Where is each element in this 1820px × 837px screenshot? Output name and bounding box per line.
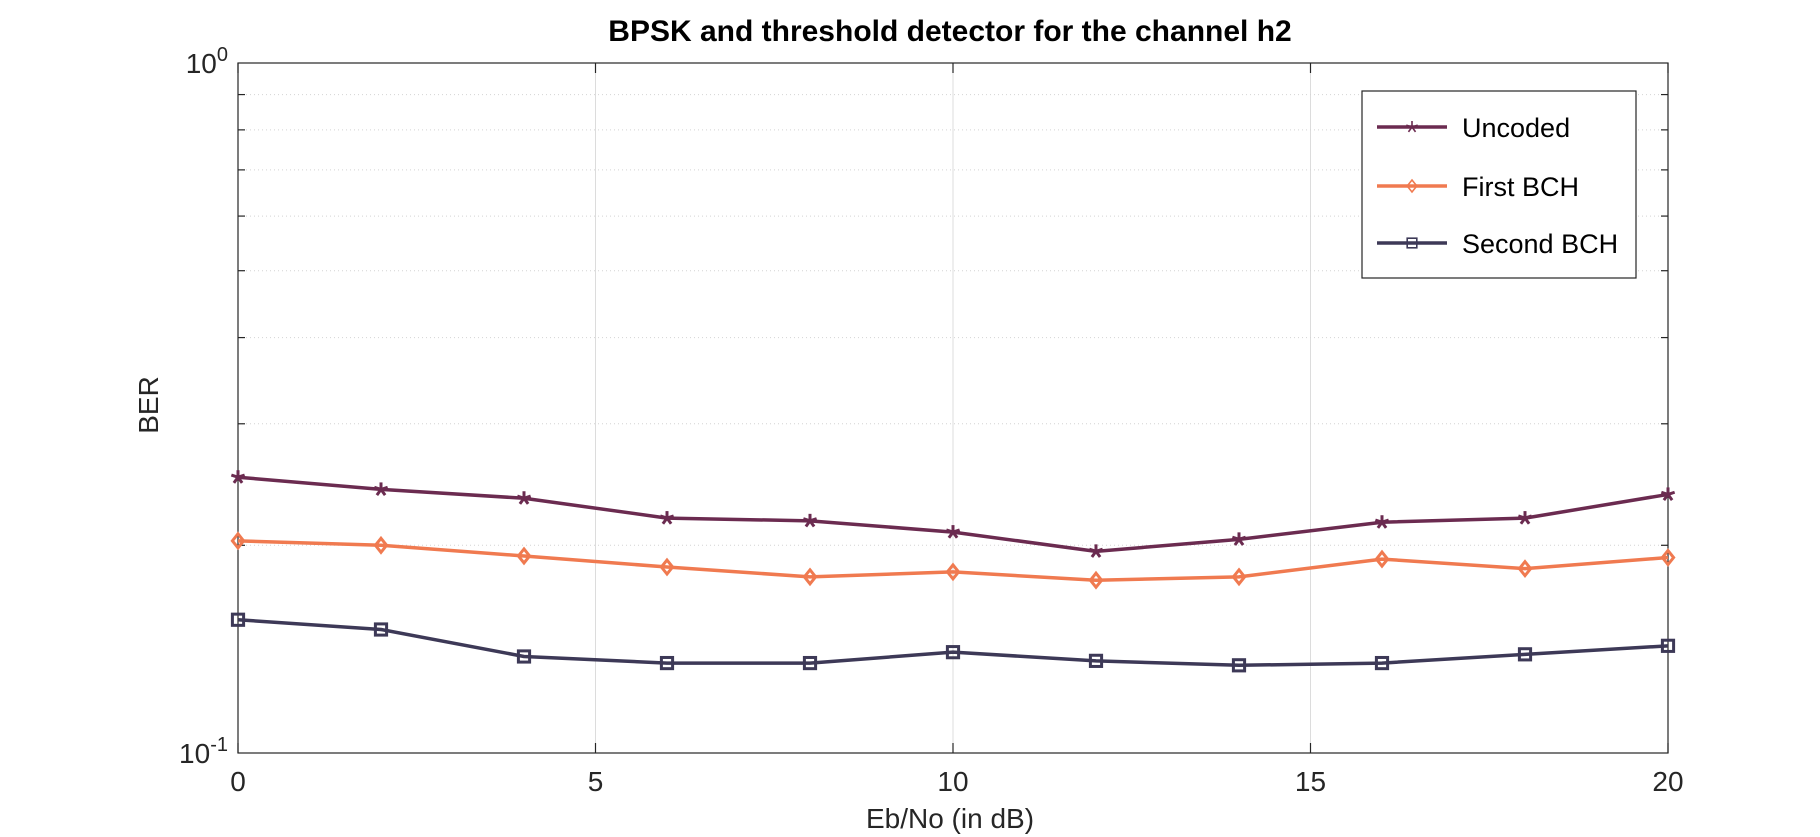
series-first-bch: [230, 531, 1676, 590]
legend-label: First BCH: [1462, 172, 1579, 202]
star-marker: [802, 513, 818, 528]
star-marker-ray: [1411, 124, 1418, 128]
star-marker: [373, 482, 389, 496]
star-marker: [945, 525, 961, 539]
star-marker-ray: [802, 517, 811, 523]
series-uncoded: [230, 470, 1676, 558]
square-marker: [230, 612, 246, 627]
diamond-marker: [1088, 570, 1104, 590]
diamond-marker: [945, 562, 961, 582]
star-marker-ray: [1407, 126, 1413, 133]
diamond-marker: [1231, 567, 1247, 587]
diamond-marker: [1660, 548, 1676, 567]
x-axis-label: Eb/No (in dB): [866, 803, 1034, 834]
axes: 0 5 10 15 20 100 10-1: [179, 44, 1684, 797]
square-marker: [516, 649, 532, 664]
x-tick-label: 10: [937, 766, 968, 797]
diamond-marker: [516, 546, 532, 566]
star-marker-ray: [1088, 547, 1097, 553]
diamond-marker: [230, 531, 246, 551]
series-line: [237, 539, 1669, 582]
legend-item: Uncoded: [1377, 113, 1570, 143]
diamond-marker: [1374, 549, 1390, 569]
star-marker: [1231, 532, 1247, 546]
star-marker: [230, 470, 246, 484]
square-marker: [1406, 237, 1418, 249]
x-tick-label: 20: [1652, 766, 1683, 797]
legend-label: Second BCH: [1462, 229, 1618, 259]
star-marker-ray: [516, 494, 525, 500]
square-marker: [945, 645, 961, 660]
chart-title: BPSK and threshold detector for the chan…: [608, 15, 1291, 48]
square-marker: [373, 622, 389, 637]
square-marker: [1231, 658, 1247, 673]
series: [230, 470, 1676, 673]
star-marker-ray: [1231, 535, 1240, 541]
square-marker: [802, 655, 818, 671]
star-marker-ray: [1406, 124, 1413, 128]
star-marker-ray: [1517, 514, 1526, 520]
x-tick-label: 0: [230, 766, 246, 797]
star-marker-ray: [1411, 126, 1417, 133]
x-tick-label: 15: [1295, 766, 1326, 797]
square-marker: [659, 655, 675, 671]
series-line: [237, 617, 1669, 668]
diamond-marker: [1517, 559, 1533, 579]
square-marker: [1088, 653, 1104, 668]
star-marker-ray: [1374, 518, 1383, 524]
x-tick-label: 5: [588, 766, 604, 797]
star-marker-ray: [659, 514, 668, 520]
star-marker: [1374, 515, 1390, 529]
y-tick-label: 10-1: [179, 734, 228, 769]
square-marker: [1660, 638, 1676, 653]
legend-item: Second BCH: [1377, 229, 1618, 259]
diamond-marker: [659, 557, 675, 577]
square-marker: [1374, 655, 1390, 671]
star-marker-ray: [1660, 490, 1669, 496]
star-marker-ray: [945, 528, 954, 534]
star-marker: [659, 511, 675, 525]
square-marker: [1517, 647, 1533, 662]
diamond-marker: [1406, 178, 1418, 194]
legend: Uncoded First BCH Second BCH: [1361, 90, 1637, 279]
star-marker: [1088, 544, 1104, 558]
star-marker-ray: [230, 473, 239, 479]
star-marker: [516, 491, 532, 505]
legend-item: First BCH: [1377, 172, 1579, 202]
diamond-marker: [802, 567, 818, 587]
star-marker-ray: [373, 485, 382, 491]
star-marker: [1660, 487, 1676, 501]
y-axis-label: BER: [133, 376, 164, 434]
y-tick-label: 100: [186, 44, 228, 79]
star-marker: [1406, 121, 1418, 133]
series-second-bch: [230, 612, 1676, 673]
grid: [238, 63, 1668, 753]
diamond-marker: [373, 535, 389, 555]
legend-label: Uncoded: [1462, 113, 1570, 143]
star-marker: [1517, 511, 1533, 525]
